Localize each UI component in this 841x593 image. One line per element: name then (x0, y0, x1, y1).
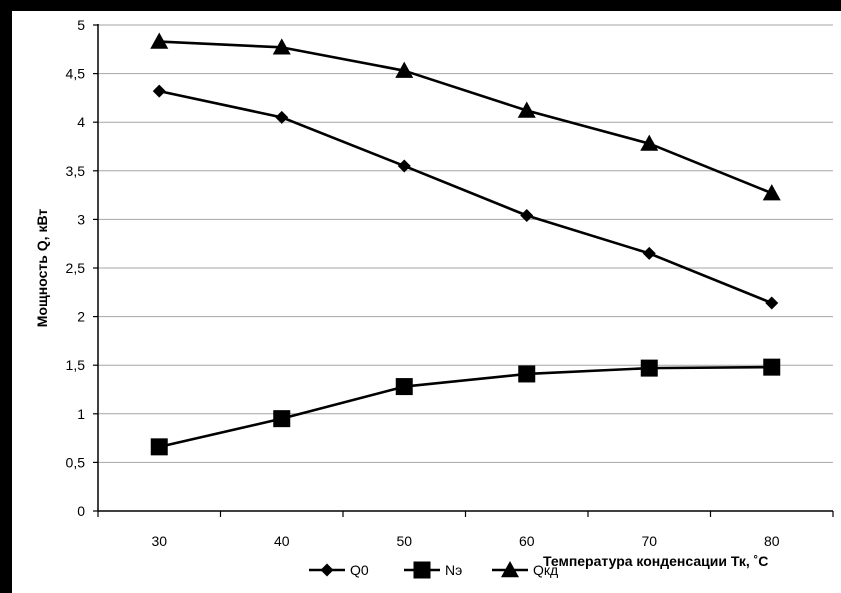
series-1-point-4 (640, 359, 658, 377)
y-tick-label-0: 0 (77, 503, 85, 519)
series-line-2 (159, 40, 773, 195)
series-0-point-5 (765, 296, 779, 310)
series-1-point-3 (518, 365, 536, 383)
series-0-point-3 (520, 209, 534, 223)
series-0-point-1 (275, 110, 289, 124)
y-tick-label-1: 0,5 (66, 454, 86, 470)
series-line-1 (158, 365, 772, 449)
y-tick-label-10: 5 (77, 17, 85, 33)
y-tick-label-2: 1 (77, 406, 85, 422)
grid-lines (98, 24, 833, 463)
series-1-point-0 (150, 438, 168, 456)
y-tick-labels: 0 0,5 1 1,5 2 2,5 3 3,5 4 4,5 5 (66, 17, 86, 519)
legend-label-0: Q0 (350, 562, 369, 578)
legend-marker-1 (413, 561, 431, 579)
y-tick-label-7: 3,5 (66, 163, 86, 179)
series-1-point-5 (763, 358, 781, 376)
legend-label-2: Qкд (533, 562, 558, 578)
y-tick-label-6: 3 (77, 211, 85, 227)
x-tick-label-0: 30 (151, 533, 167, 549)
y-tick-label-3: 1,5 (66, 357, 86, 373)
series-line-0 (158, 89, 773, 305)
y-tick-label-5: 2,5 (66, 260, 86, 276)
frame-left-border (0, 0, 12, 593)
series-2 (150, 32, 781, 201)
axes (93, 24, 834, 517)
legend-marker-2 (501, 561, 519, 578)
legend-label-1: Nэ (445, 562, 462, 578)
x-tick-label-2: 50 (396, 533, 412, 549)
series-1 (150, 358, 781, 456)
x-tick-label-5: 80 (764, 533, 780, 549)
legend-marker-0 (320, 563, 334, 577)
series-0-point-2 (397, 159, 411, 173)
series-0-point-0 (152, 84, 166, 98)
x-tick-label-3: 60 (519, 533, 535, 549)
series-0 (152, 84, 779, 310)
series-1-point-1 (273, 410, 291, 428)
series-1-point-2 (395, 378, 413, 396)
series-2-point-5 (762, 184, 781, 201)
y-axis-title: Мощность Q, кВт (34, 209, 50, 328)
legend: Q0 Nэ Qкд (309, 561, 558, 579)
series-group (150, 32, 781, 456)
series-2-point-1 (272, 38, 291, 55)
series-2-point-4 (640, 134, 659, 151)
x-axis-title: Температура конденсации Тк, ˚С (543, 553, 768, 569)
series-2-point-2 (395, 61, 414, 78)
series-2-point-3 (517, 101, 536, 118)
x-tick-labels: 30 40 50 60 70 80 (151, 533, 779, 549)
x-tick-label-1: 40 (274, 533, 290, 549)
series-2-point-0 (150, 32, 169, 49)
y-tick-label-8: 4 (77, 114, 85, 130)
y-tick-label-9: 4,5 (66, 66, 86, 82)
x-tick-label-4: 70 (641, 533, 657, 549)
y-tick-label-4: 2 (77, 309, 85, 325)
frame-top-border (0, 0, 841, 11)
series-0-point-4 (642, 246, 656, 260)
